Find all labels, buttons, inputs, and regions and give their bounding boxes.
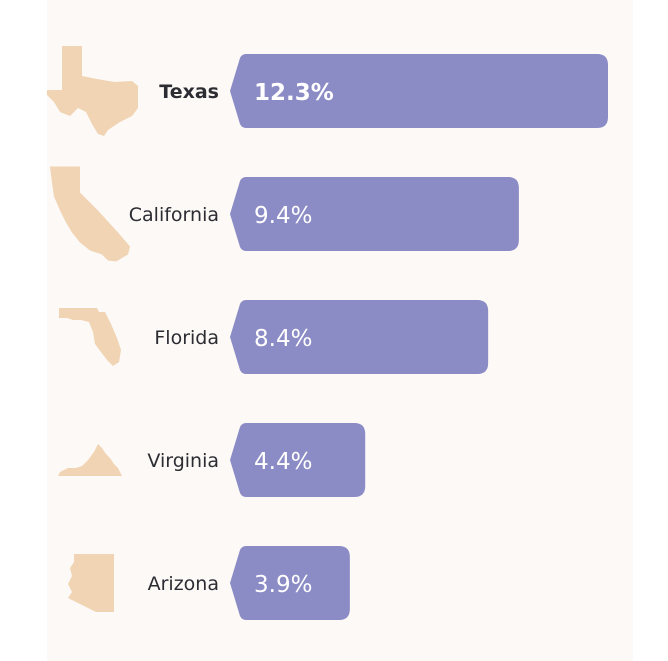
category-label-arizona: Arizona (148, 573, 219, 595)
value-label-texas: 12.3% (254, 80, 334, 106)
bar-california (230, 177, 519, 251)
california-shape-icon (50, 166, 130, 262)
category-label-virginia: Virginia (147, 450, 219, 472)
chart-area: Texas 12.3% California 9.4% Florida 8.4% Virgi… (47, 0, 633, 661)
bar-texas (230, 54, 608, 128)
texas-shape-icon (47, 46, 138, 136)
bar-florida (230, 300, 489, 374)
category-label-florida: Florida (154, 327, 219, 349)
bar-arizona (230, 546, 350, 620)
value-label-arizona: 3.9% (254, 572, 312, 598)
category-label-texas: Texas (159, 81, 219, 103)
bar-virginia (230, 423, 366, 497)
florida-shape-icon (59, 308, 121, 366)
value-label-florida: 8.4% (254, 326, 312, 352)
bar-chart: Texas 12.3% California 9.4% Florida 8.4% Virgi… (47, 46, 608, 620)
virginia-shape-icon (58, 444, 122, 476)
value-label-california: 9.4% (254, 203, 312, 229)
value-label-virginia: 4.4% (254, 449, 312, 475)
category-label-california: California (129, 204, 219, 226)
arizona-shape-icon (68, 554, 114, 612)
